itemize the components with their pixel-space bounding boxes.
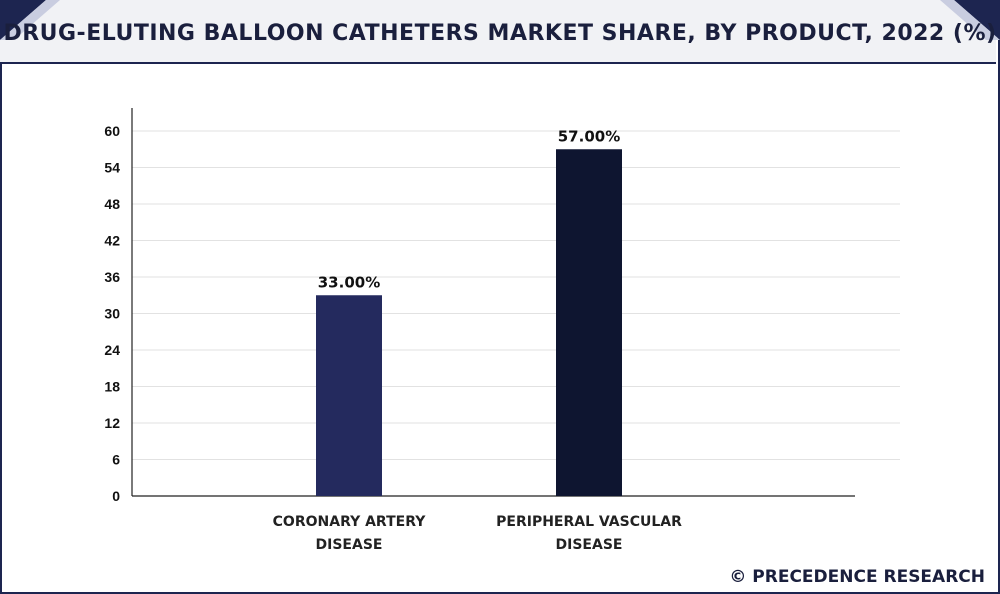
- source-credit: © PRECEDENCE RESEARCH: [729, 567, 985, 587]
- y-tick-label: 54: [104, 160, 120, 176]
- category-label: DISEASE: [316, 537, 383, 553]
- y-tick-label: 42: [104, 233, 120, 249]
- bar: [556, 149, 622, 496]
- bars: [316, 149, 622, 496]
- value-label: 57.00%: [558, 127, 620, 145]
- category-label: PERIPHERAL VASCULAR: [496, 514, 682, 530]
- y-tick-labels: 0 6 12 18 24 30 36 42 48 54 60: [104, 123, 120, 504]
- y-tick-label: 48: [104, 196, 120, 212]
- title-band: [0, 0, 996, 64]
- value-labels: 33.00% 57.00%: [318, 127, 620, 291]
- y-tick-label: 36: [104, 269, 120, 285]
- y-tick-label: 30: [104, 306, 120, 322]
- corner-accent-right: [940, 0, 1000, 40]
- chart-title: DRUG-ELUTING BALLOON CATHETERS MARKET SH…: [3, 21, 996, 46]
- y-tick-label: 24: [104, 342, 120, 358]
- corner-accent-left: [0, 0, 60, 40]
- gridlines: [132, 130, 900, 460]
- category-label: DISEASE: [556, 537, 623, 553]
- axes: [131, 108, 855, 497]
- y-tick-label: 18: [104, 379, 120, 395]
- y-tick-label: 60: [104, 123, 120, 139]
- bar: [316, 295, 382, 496]
- value-label: 33.00%: [318, 273, 380, 291]
- y-tick-label: 12: [104, 415, 120, 431]
- y-tick-label: 0: [112, 488, 120, 504]
- category-labels: CORONARY ARTERY DISEASE PERIPHERAL VASCULA…: [273, 514, 682, 553]
- y-tick-label: 6: [112, 452, 120, 468]
- category-label: CORONARY ARTERY: [273, 514, 427, 530]
